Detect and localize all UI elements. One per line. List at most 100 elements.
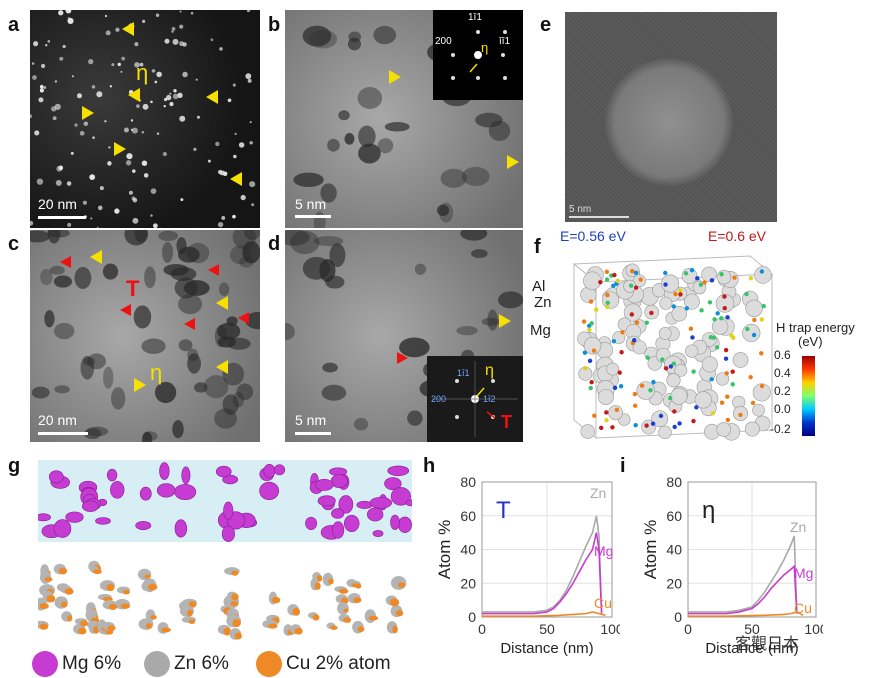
precipitate-blob	[358, 143, 381, 164]
cu-cluster	[223, 627, 232, 636]
solute-atom	[582, 350, 588, 355]
precipitate-dot	[90, 217, 93, 220]
al-atom	[674, 363, 688, 377]
al-atom	[685, 344, 699, 358]
solute-atom	[645, 355, 650, 360]
solute-atom	[678, 292, 683, 297]
mg-cluster	[405, 499, 417, 507]
solute-atom	[719, 315, 724, 321]
marker-arrow	[82, 106, 94, 120]
mg-cluster	[397, 516, 412, 533]
precipitate-dot	[74, 123, 78, 127]
solute-atom	[678, 288, 683, 293]
precipitate-dot	[227, 98, 232, 103]
mg-cluster	[390, 514, 400, 530]
solute-atom	[611, 338, 617, 344]
solute-atom	[634, 320, 640, 325]
cu-cluster	[389, 598, 400, 607]
solute-atom	[620, 330, 625, 335]
solute-atom	[644, 320, 649, 325]
al-atom	[716, 269, 732, 285]
solute-atom	[619, 350, 624, 355]
colorbar-tick: 0.6	[774, 348, 791, 362]
precipitate-dot	[247, 78, 252, 83]
al-atom	[715, 372, 730, 386]
panel-label-d: d	[268, 233, 281, 255]
solute-atom	[611, 283, 616, 288]
al-atom	[601, 291, 620, 309]
precipitate-blob	[49, 265, 65, 275]
solute-atom	[589, 379, 594, 385]
mg-cluster	[174, 483, 197, 501]
precipitate-dot	[232, 214, 236, 219]
precipitate-dot	[221, 216, 226, 220]
mg-cluster	[95, 517, 111, 525]
solute-atom	[730, 369, 735, 374]
solute-atom	[748, 374, 753, 380]
series-line-mg	[688, 564, 798, 615]
cu-cluster	[268, 623, 278, 629]
precipitate-dot	[249, 141, 253, 145]
precipitate-blob	[178, 294, 203, 315]
solute-atom	[650, 421, 656, 426]
cu-cluster	[292, 607, 301, 616]
solute-atom	[732, 275, 737, 280]
mg-cluster	[110, 481, 125, 499]
precipitate-blob	[53, 275, 73, 288]
precipitate-dot	[196, 115, 200, 119]
solute-atom	[604, 277, 610, 282]
fft-inset-d: 200 1ī1 1ī2 η T	[427, 356, 523, 442]
micrograph-e: 5 nm	[565, 12, 777, 222]
cu-cluster	[234, 632, 242, 640]
precipitate-blob	[110, 387, 126, 410]
cu-cluster	[64, 588, 74, 595]
y-axis-label: Atom %	[435, 520, 454, 580]
precipitate-dot	[67, 16, 70, 20]
atom-label-al: Al	[532, 278, 546, 295]
solute-atom	[633, 270, 639, 276]
precipitate-dot	[142, 19, 146, 23]
precipitate-dot	[38, 97, 44, 103]
colorbar	[802, 356, 815, 436]
cu-cluster	[343, 617, 352, 623]
solute-atom	[599, 425, 604, 431]
solute-atom	[725, 315, 730, 320]
mg-cluster	[53, 519, 72, 538]
solute-atom	[707, 300, 713, 305]
precipitate-dot	[43, 86, 47, 90]
precipitate-dot	[141, 160, 148, 166]
series-line-cu	[688, 611, 804, 617]
precipitate-blob	[218, 282, 230, 296]
precipitate-blob	[293, 172, 324, 188]
y-tick-label: 20	[666, 575, 682, 591]
solute-atom	[638, 277, 643, 282]
cu-cluster	[145, 622, 153, 630]
precipitate-blob	[329, 243, 346, 268]
phase-label-eta: η	[481, 40, 489, 55]
legend-swatch-cu	[256, 651, 282, 677]
precipitate-dot	[66, 181, 72, 186]
solute-atom	[719, 271, 724, 277]
precipitate-disc	[605, 58, 733, 186]
precipitate-dot	[111, 63, 115, 67]
mg-cluster	[135, 521, 152, 531]
precipitate-dot	[104, 14, 108, 18]
panel-label-i: i	[620, 455, 626, 477]
legend-swatch-zn	[144, 651, 170, 677]
precipitate-blob	[214, 408, 238, 429]
scale-text: 5 nm	[295, 196, 327, 212]
solute-atom	[751, 332, 757, 338]
precipitate-dot	[128, 190, 133, 195]
solute-atom	[644, 423, 649, 428]
al-atom	[752, 403, 765, 417]
cu-cluster	[230, 601, 239, 607]
line-chart-i: 0 20 40 60 80 0 50 100 Zn Mg Cu η Distance (nm) Atom …	[641, 474, 823, 657]
precipitate-blob	[353, 417, 369, 431]
precipitate-blob	[203, 375, 229, 399]
mg-cluster	[314, 479, 334, 491]
al-atom	[752, 383, 771, 402]
cu-cluster	[58, 567, 68, 575]
cu-cluster	[294, 627, 303, 635]
precipitate-dot	[89, 174, 96, 181]
marker-arrow	[134, 378, 146, 392]
